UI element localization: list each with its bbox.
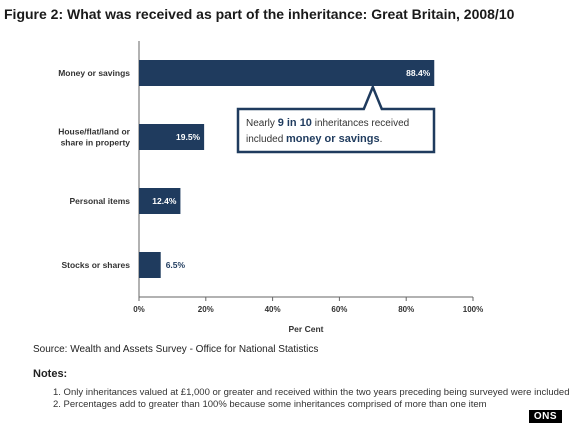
x-tick-label: 60%: [331, 305, 347, 314]
bar: [139, 252, 161, 278]
annotation-line-1: Nearly 9 in 10 inheritances received: [246, 117, 409, 129]
x-tick-label: 0%: [133, 305, 145, 314]
annotation-callout: [236, 83, 436, 154]
x-tick-label: 40%: [265, 305, 281, 314]
bar: [139, 188, 181, 214]
chart-title: Figure 2: What was received as part of t…: [4, 6, 515, 22]
bar: [139, 124, 205, 150]
bar-chart: 0% 20% 40% 60% 80% 100% Per Cent Money or savin…: [58, 41, 483, 334]
source-note: Source: Wealth and Assets Survey - Offic…: [33, 344, 319, 355]
category-label: House/flat/land or share in property: [58, 127, 130, 148]
category-label: Money or savings: [58, 68, 130, 78]
x-tick-label: 20%: [198, 305, 214, 314]
note-item: 2. Percentages add to greater than 100% …: [53, 399, 487, 410]
ons-logo: ONS: [528, 410, 562, 423]
x-axis-title: Per Cent: [289, 324, 324, 334]
annotation-line-2: included money or savings.: [246, 133, 382, 145]
x-tick-label: 80%: [398, 305, 414, 314]
x-tick-label: 100%: [463, 305, 483, 314]
data-label: 12.4%: [152, 196, 177, 206]
bar: [139, 60, 435, 86]
note-item: 1. Only inheritances valued at £1,000 or…: [53, 387, 570, 398]
data-label: 6.5%: [166, 260, 186, 270]
notes-heading: Notes:: [33, 368, 68, 380]
category-label: Personal items: [70, 196, 131, 206]
category-label: Stocks or shares: [61, 260, 130, 270]
data-label: 19.5%: [176, 132, 201, 142]
data-label: 88.4%: [406, 68, 431, 78]
